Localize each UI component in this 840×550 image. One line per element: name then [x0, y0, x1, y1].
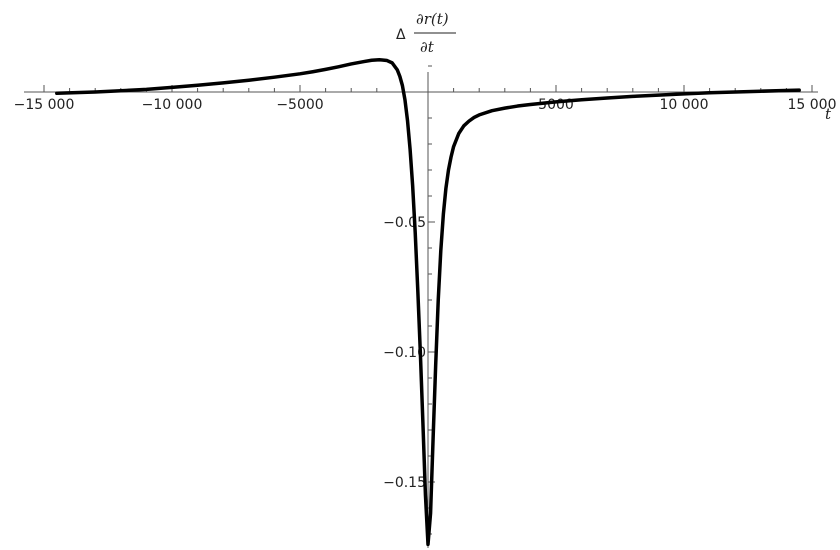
y-tick-label: −0.15	[383, 475, 426, 491]
series-line	[55, 58, 801, 547]
x-tick-label: −5000	[276, 97, 323, 113]
x-tick-label: 10 000	[660, 97, 709, 113]
y-tick-label: −0.10	[383, 345, 426, 361]
x-tick-label: −15 000	[14, 97, 75, 113]
y-tick-label: −0.05	[383, 215, 426, 231]
series-layer	[55, 58, 801, 547]
y-axis-label-numerator: ∂r(t)	[416, 10, 449, 28]
y-axis-label-prefix: Δ	[396, 27, 406, 43]
x-tick-label: −10 000	[142, 97, 203, 113]
y-axis: −0.05 −0.10 −0.15	[383, 65, 435, 548]
y-axis-label-denominator: ∂t	[420, 38, 435, 56]
x-axis-label: t	[825, 105, 832, 123]
x-tick-label: 15 000	[788, 97, 837, 113]
y-axis-label: Δ ∂r(t) ∂t	[396, 10, 456, 56]
